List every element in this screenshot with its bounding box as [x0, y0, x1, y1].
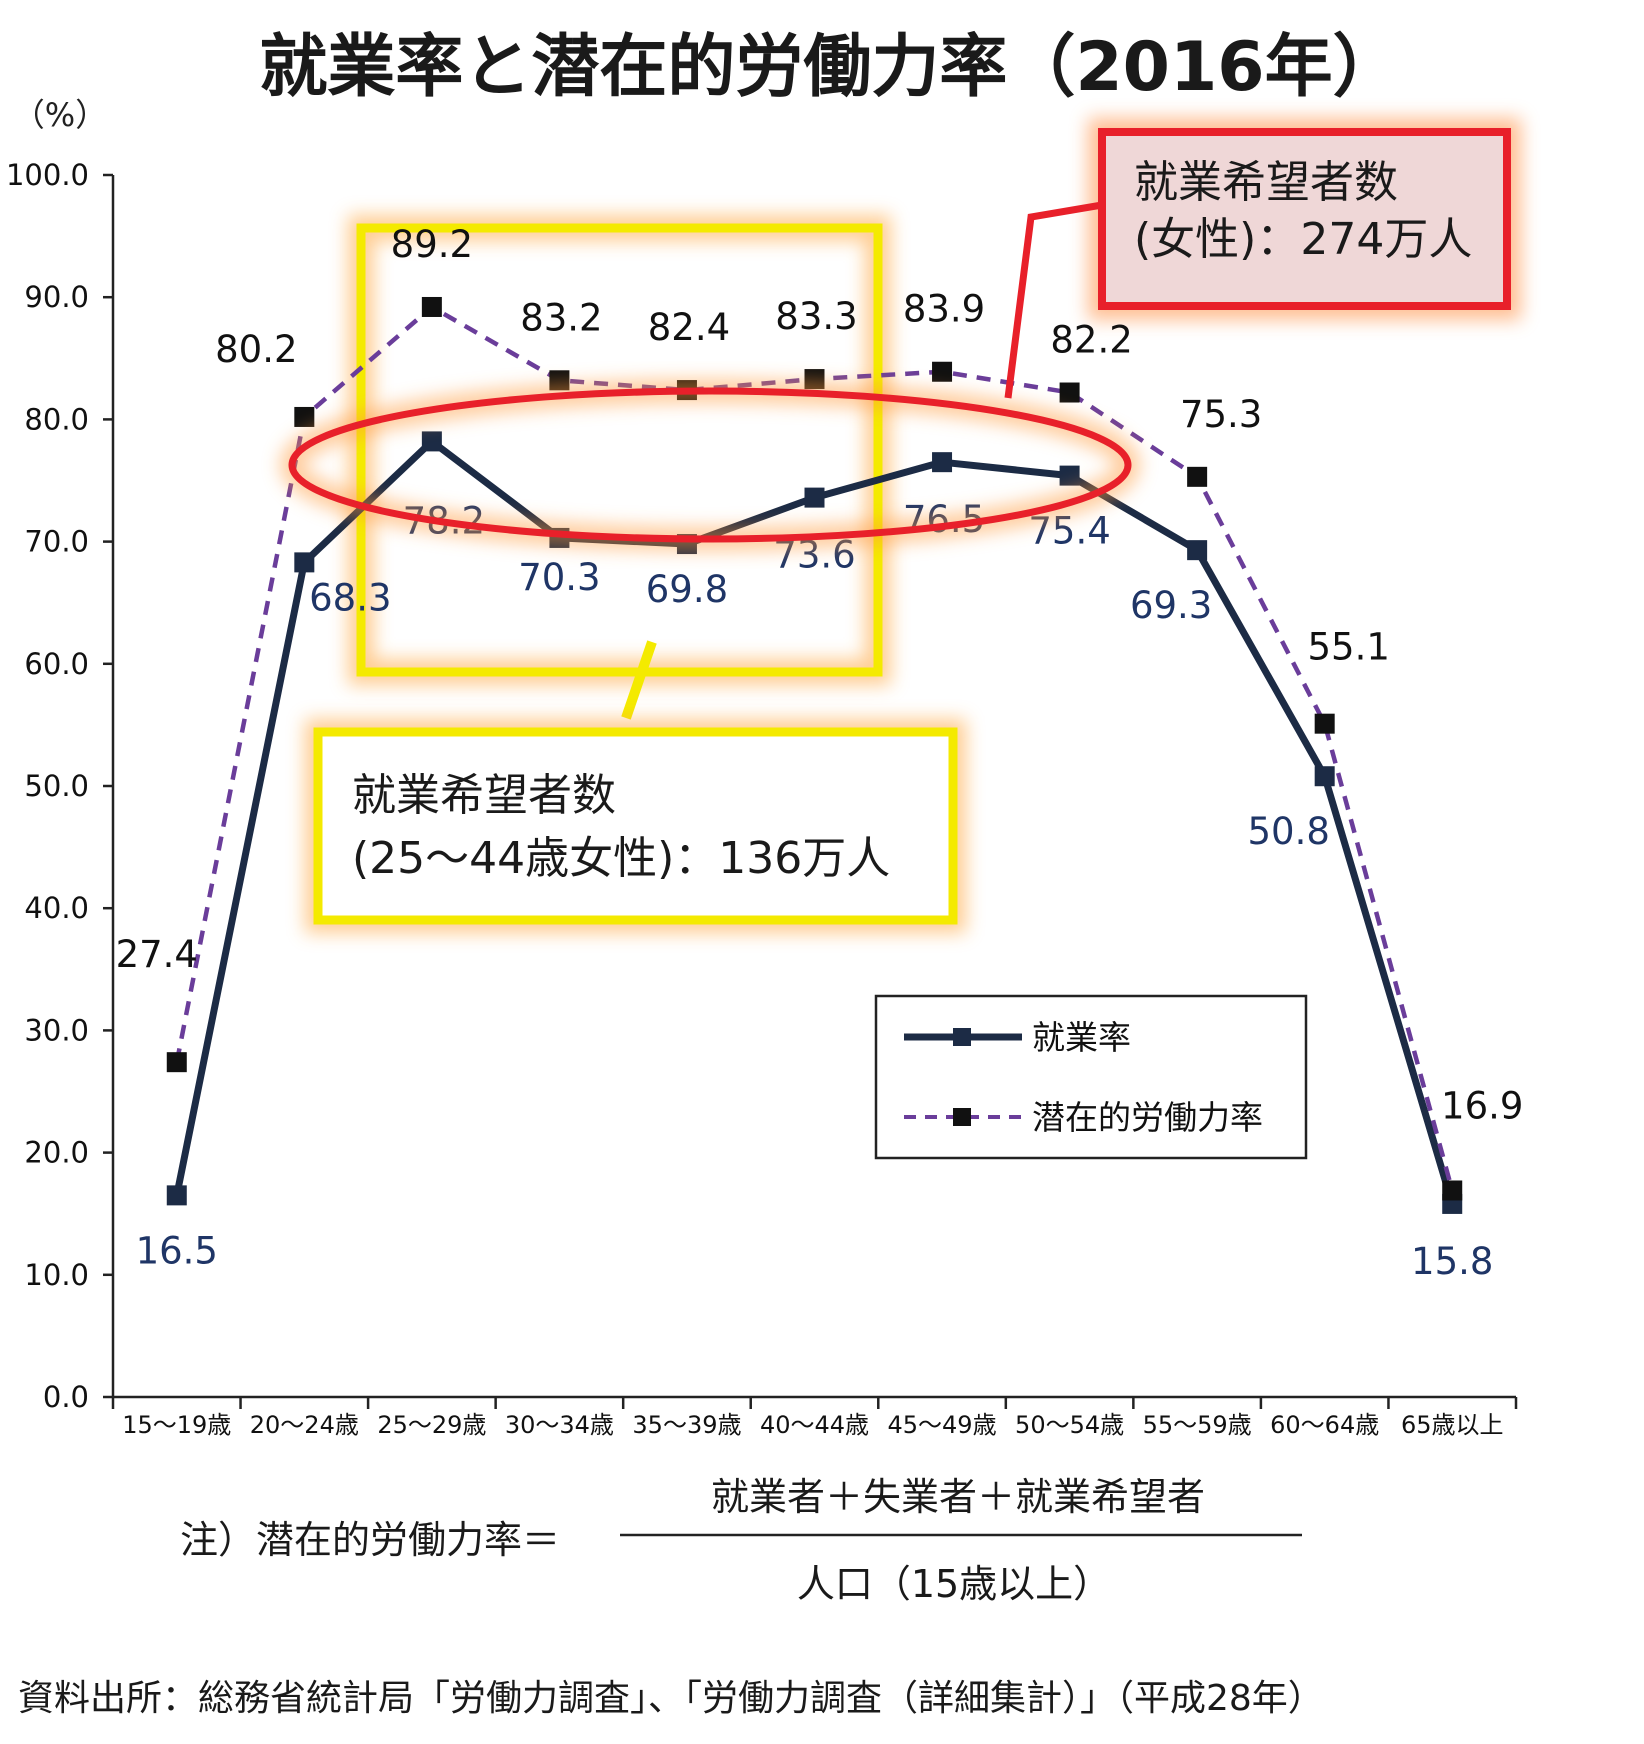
yellow-callout-line2: (25～44歳女性)：136万人	[352, 833, 890, 884]
employment-point	[1059, 465, 1080, 486]
x-tick-label: 50～54歳	[1015, 1411, 1124, 1439]
formula-prefix: 注）潜在的労働力率＝	[180, 1518, 560, 1562]
y-tick-label: 70.0	[24, 525, 89, 559]
x-tick-label: 30～34歳	[505, 1411, 614, 1439]
employment-data-label: 15.8	[1411, 1240, 1493, 1283]
potential-point	[1187, 466, 1208, 487]
potential-point	[1442, 1180, 1463, 1201]
potential-data-label: 27.4	[116, 933, 198, 976]
potential-data-label: 75.3	[1180, 393, 1262, 436]
potential-data-label: 82.2	[1050, 319, 1132, 362]
employment-point	[932, 452, 953, 473]
x-tick-label: 60～64歳	[1270, 1411, 1379, 1439]
y-tick-label: 60.0	[24, 647, 89, 681]
potential-data-label: 82.4	[648, 306, 730, 349]
annotation-yellow-group: 就業希望者数 (25～44歳女性)：136万人	[305, 215, 966, 933]
yellow-connector	[621, 640, 657, 720]
employment-point	[294, 552, 315, 573]
legend-employment-label: 就業率	[1032, 1018, 1131, 1057]
x-tick-label: 20～24歳	[250, 1411, 359, 1439]
y-tick-label: 40.0	[24, 891, 89, 925]
potential-point	[1314, 713, 1335, 734]
x-tick-label: 25～29歳	[377, 1411, 486, 1439]
potential-point	[294, 406, 315, 427]
potential-data-label: 83.2	[520, 296, 602, 339]
yellow-callout-line1: 就業希望者数	[352, 770, 616, 821]
employment-data-label: 69.8	[646, 568, 728, 611]
employment-data-label: 68.3	[309, 576, 391, 619]
employment-data-label: 70.3	[518, 556, 600, 599]
employment-point	[804, 487, 825, 508]
legend: 就業率 潜在的労働力率	[874, 994, 1308, 1160]
x-tick-label: 45～49歳	[888, 1411, 997, 1439]
potential-point	[166, 1052, 187, 1073]
potential-data-label: 16.9	[1441, 1084, 1523, 1127]
potential-point	[932, 361, 953, 382]
chart-title: 就業率と潜在的労働力率（2016年）	[259, 28, 1400, 107]
potential-point	[1059, 382, 1080, 403]
annotation-red-group: 就業希望者数 (女性)：274万人	[1088, 118, 1521, 320]
red-ellipse-group	[280, 201, 1140, 551]
y-tick-label: 0.0	[43, 1380, 89, 1414]
employment-point	[421, 431, 442, 452]
employment-point	[1187, 540, 1208, 561]
yellow-callout-box	[313, 727, 958, 925]
employment-data-label: 69.3	[1130, 584, 1212, 627]
red-callout-line1: 就業希望者数	[1134, 157, 1398, 208]
x-tick-label: 35～39歳	[632, 1411, 741, 1439]
source-text: 資料出所：総務省統計局「労働力調査」、「労働力調査（詳細集計）」（平成28年）	[18, 1678, 1324, 1719]
legend-potential-marker	[953, 1108, 971, 1126]
x-ticks: 15～19歳 20～24歳 25～29歳 30～34歳 35～39歳 40～44歳 45～4…	[111, 1397, 1518, 1439]
red-ellipse	[288, 387, 1132, 543]
potential-point	[421, 296, 442, 317]
x-tick-label: 55～59歳	[1143, 1411, 1252, 1439]
employment-data-label: 50.8	[1247, 810, 1329, 853]
y-tick-label: 10.0	[24, 1258, 89, 1292]
legend-potential-label: 潜在的労働力率	[1032, 1098, 1263, 1137]
x-tick-label: 15～19歳	[122, 1411, 231, 1439]
formula-numerator: 就業者＋失業者＋就業希望者	[711, 1475, 1205, 1519]
legend-employment-marker	[953, 1028, 971, 1046]
series-layer: 27.4 80.2 89.2 83.2 82.4 83.3 83.9 82.2 75.3 55.1…	[116, 223, 1524, 1283]
y-tick-label: 20.0	[24, 1136, 89, 1170]
y-tick-label: 80.0	[24, 402, 89, 436]
x-tick-label: 40～44歳	[760, 1411, 869, 1439]
formula-note: 注）潜在的労働力率＝ 就業者＋失業者＋就業希望者 人口（15歳以上）	[180, 1475, 1302, 1606]
red-callout-box	[1098, 128, 1511, 310]
employment-point	[1314, 766, 1335, 787]
employment-data-label: 16.5	[136, 1229, 218, 1272]
y-tick-label: 50.0	[24, 769, 89, 803]
x-tick-label: 65歳以上	[1401, 1411, 1504, 1439]
red-connector	[1004, 201, 1103, 399]
potential-data-label: 80.2	[215, 328, 297, 371]
employment-point	[166, 1185, 187, 1206]
y-tick-label: 100.0	[6, 158, 89, 192]
potential-data-label: 83.3	[775, 295, 857, 338]
y-ticks: 0.0 10.0 20.0 30.0 40.0 50.0 60.0 70.0 80.0 90.0 1…	[6, 158, 113, 1414]
potential-data-label: 83.9	[903, 288, 985, 331]
red-callout-line2: (女性)：274万人	[1134, 214, 1472, 265]
formula-denominator: 人口（15歳以上）	[797, 1562, 1111, 1606]
legend-box	[874, 994, 1308, 1160]
yellow-frame	[356, 223, 883, 677]
potential-data-label: 55.1	[1307, 626, 1389, 669]
y-axis-unit: （%）	[13, 96, 107, 134]
y-tick-label: 90.0	[24, 280, 89, 314]
potential-data-label: 89.2	[391, 223, 473, 266]
y-tick-label: 30.0	[24, 1013, 89, 1047]
